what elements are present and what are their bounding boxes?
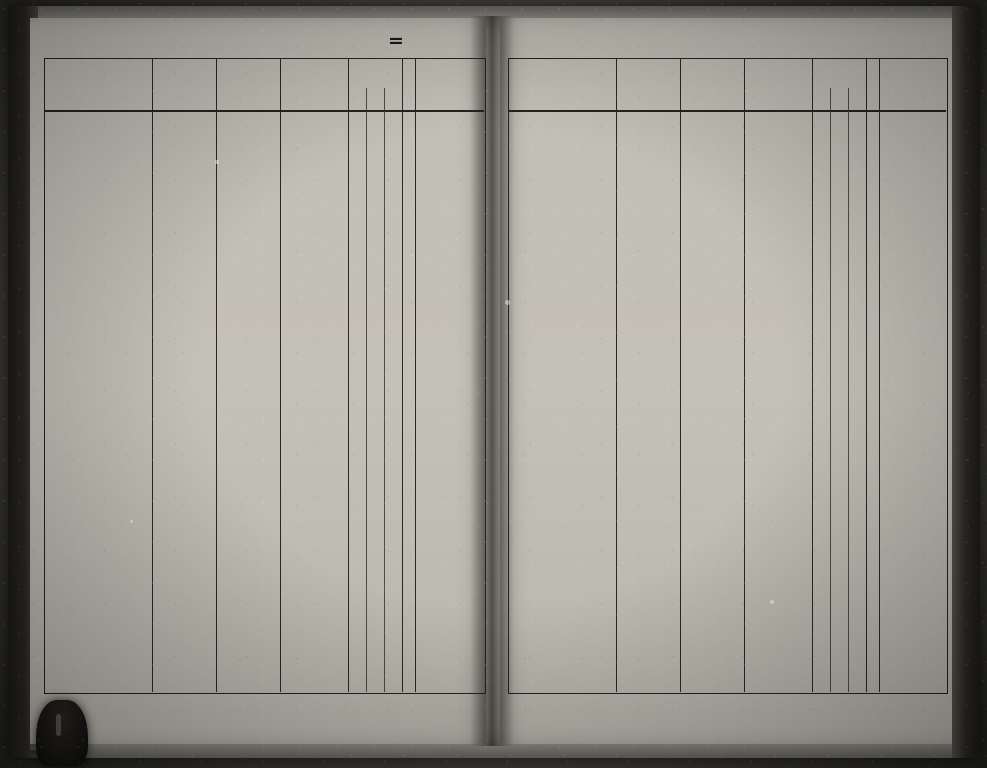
semester-heading: = [388, 30, 405, 52]
col-rule-kenntnisse [366, 88, 367, 692]
binding-clip [36, 700, 88, 766]
col-rule-grundlage [216, 58, 218, 692]
col-rule-grundlage-r [680, 58, 682, 692]
table-right-header-rule [508, 110, 946, 112]
col-rule-zeit [415, 58, 417, 692]
col-rule-zeit-r [879, 58, 881, 692]
col-rule-fleiss-r [848, 88, 849, 692]
page-right [500, 18, 952, 744]
col-rule-kenntnisse-r [830, 88, 831, 692]
book-cover-right-edge [952, 6, 980, 758]
table-left-frame [44, 58, 486, 694]
col-rule-geld [402, 58, 404, 692]
book-gutter-shadow [470, 16, 514, 746]
table-left-header-rule [44, 110, 484, 112]
col-rule-besuch-r [744, 58, 746, 692]
table-right-frame [508, 58, 948, 694]
page-left [30, 18, 486, 744]
col-rule-stand-r [616, 58, 618, 692]
col-rule-fleiss [384, 88, 385, 692]
col-rule-geld-r [866, 58, 868, 692]
col-rule-zeugnisse-r [812, 58, 814, 692]
col-rule-zeugnisse [348, 58, 350, 692]
col-rule-besuch [280, 58, 282, 692]
col-rule-stand [152, 58, 154, 692]
